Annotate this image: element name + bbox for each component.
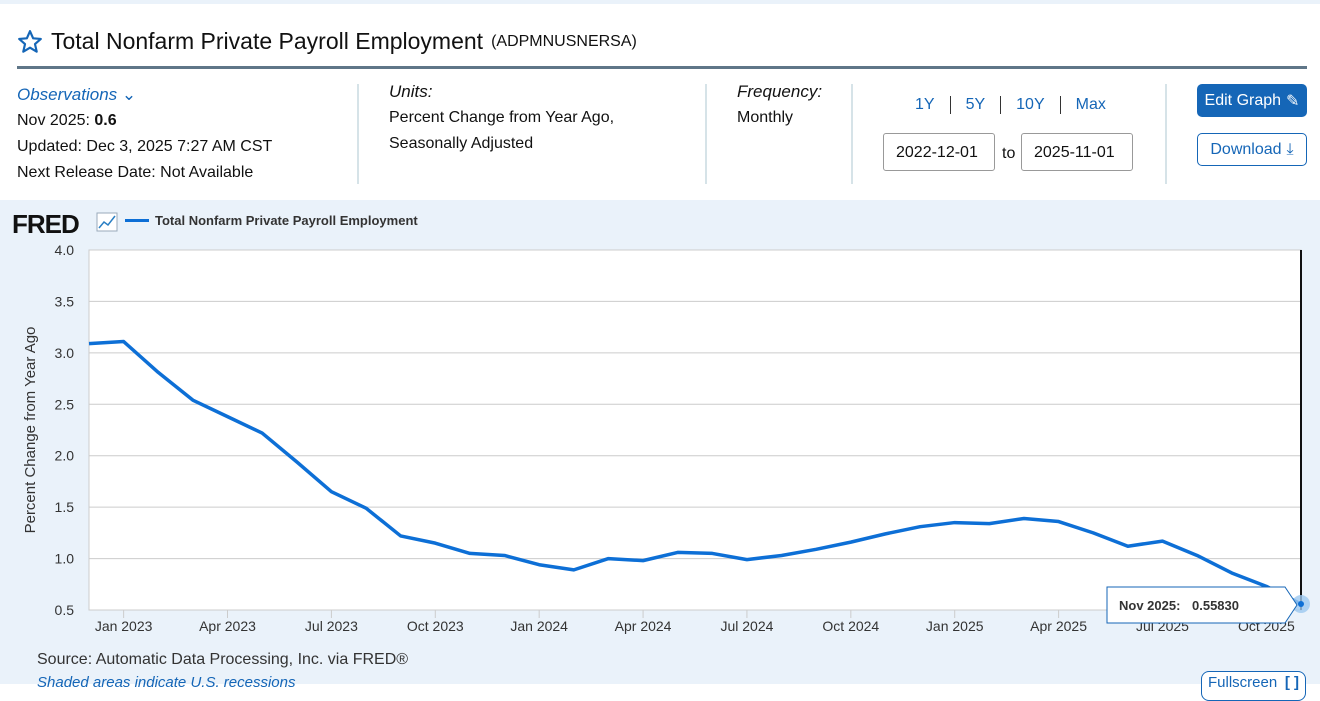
legend-swatch <box>125 219 149 222</box>
legend-label: Total Nonfarm Private Payroll Employment <box>155 213 418 228</box>
y-tick-label: 2.5 <box>55 396 75 412</box>
x-tick-label: Jan 2025 <box>926 618 984 634</box>
star-icon[interactable] <box>17 29 43 55</box>
source-text: Source: Automatic Data Processing, Inc. … <box>37 651 409 668</box>
page-title: Total Nonfarm Private Payroll Employment… <box>17 28 637 55</box>
range-5y[interactable]: 5Y <box>951 96 1002 114</box>
edit-graph-button[interactable]: Edit Graph ✎ <box>1197 84 1307 117</box>
fullscreen-label: Fullscreen <box>1208 674 1278 691</box>
fred-logo: FRED <box>12 209 80 239</box>
y-tick-label: 3.5 <box>55 293 75 309</box>
units-label: Units: <box>389 82 433 101</box>
x-tick-label: Jul 2023 <box>305 618 358 634</box>
fullscreen-button[interactable]: Fullscreen [ ] <box>1201 671 1306 701</box>
y-tick-label: 0.5 <box>55 602 75 618</box>
units-panel: Units: Percent Change from Year Ago, Sea… <box>389 79 614 157</box>
range-1y[interactable]: 1Y <box>900 96 951 114</box>
range-buttons: 1Y 5Y 10Y Max <box>900 96 1121 114</box>
download-button[interactable]: Download ⤓ <box>1197 133 1307 166</box>
y-tick-label: 2.0 <box>55 448 75 464</box>
units-value: Percent Change from Year Ago, <box>389 109 615 126</box>
end-date-input[interactable]: 2025-11-01 <box>1021 133 1133 171</box>
tooltip-box <box>1106 586 1298 624</box>
start-date-input[interactable]: 2022-12-01 <box>883 133 995 171</box>
recession-note[interactable]: Shaded areas indicate U.S. recessions <box>37 674 296 691</box>
observations-panel: Observations ⌄ Nov 2025: 0.6 Updated: De… <box>17 82 272 186</box>
updated-text: Updated: Dec 3, 2025 7:27 AM CST <box>17 138 273 155</box>
plot-area <box>88 249 1302 611</box>
range-10y[interactable]: 10Y <box>1001 96 1061 114</box>
chevron-down-icon: ⌄ <box>121 85 137 104</box>
units-value-2: Seasonally Adjusted <box>389 135 534 152</box>
tooltip-value: 0.55830 <box>1192 598 1239 613</box>
top-band <box>0 0 1320 4</box>
next-release: Next Release Date: Not Available <box>17 164 254 181</box>
to-label: to <box>1002 145 1016 162</box>
divider <box>851 84 853 184</box>
divider <box>1165 84 1167 184</box>
y-tick-label: 1.0 <box>55 551 75 567</box>
latest-date: Nov 2025: <box>17 112 90 129</box>
divider <box>357 84 359 184</box>
y-tick-label: 1.5 <box>55 499 75 515</box>
download-icon: ⤓ <box>1286 140 1294 158</box>
y-tick-label: 4.0 <box>55 242 75 258</box>
divider <box>17 66 1307 69</box>
x-tick-label: Apr 2024 <box>615 618 672 634</box>
y-tick-label: 3.0 <box>55 345 75 361</box>
frequency-label: Frequency: <box>737 82 823 101</box>
x-tick-label: Oct 2024 <box>822 618 879 634</box>
frequency-panel: Frequency: Monthly <box>737 79 822 131</box>
series-id: (ADPMNUSNERSA) <box>491 32 637 50</box>
observations-toggle[interactable]: Observations ⌄ <box>17 85 137 104</box>
divider <box>705 84 707 184</box>
x-tick-label: Apr 2023 <box>199 618 256 634</box>
x-tick-label: Apr 2025 <box>1030 618 1087 634</box>
range-max[interactable]: Max <box>1075 96 1106 113</box>
fullscreen-icon: [ ] <box>1284 674 1299 691</box>
y-axis-label: Percent Change from Year Ago <box>22 327 39 534</box>
chart-legend: Total Nonfarm Private Payroll Employment <box>125 213 418 228</box>
x-tick-label: Jan 2023 <box>95 618 153 634</box>
x-tick-label: Jul 2024 <box>720 618 773 634</box>
latest-value: 0.6 <box>94 112 117 129</box>
x-tick-label: Jan 2024 <box>510 618 568 634</box>
line-chart-icon <box>96 212 118 232</box>
hover-point <box>1298 601 1304 608</box>
series-line <box>88 339 1302 606</box>
tooltip-date: Nov 2025: <box>1119 598 1180 613</box>
x-tick-label: Oct 2023 <box>407 618 464 634</box>
series-title: Total Nonfarm Private Payroll Employment <box>51 28 484 54</box>
edit-icon: ✎ <box>1286 92 1300 110</box>
line-chart[interactable]: 0.5 1.0 1.5 2.0 2.5 3.0 3.5 4.0 Jan 2023 Apr 2023… <box>0 230 1320 650</box>
frequency-value: Monthly <box>737 109 794 126</box>
